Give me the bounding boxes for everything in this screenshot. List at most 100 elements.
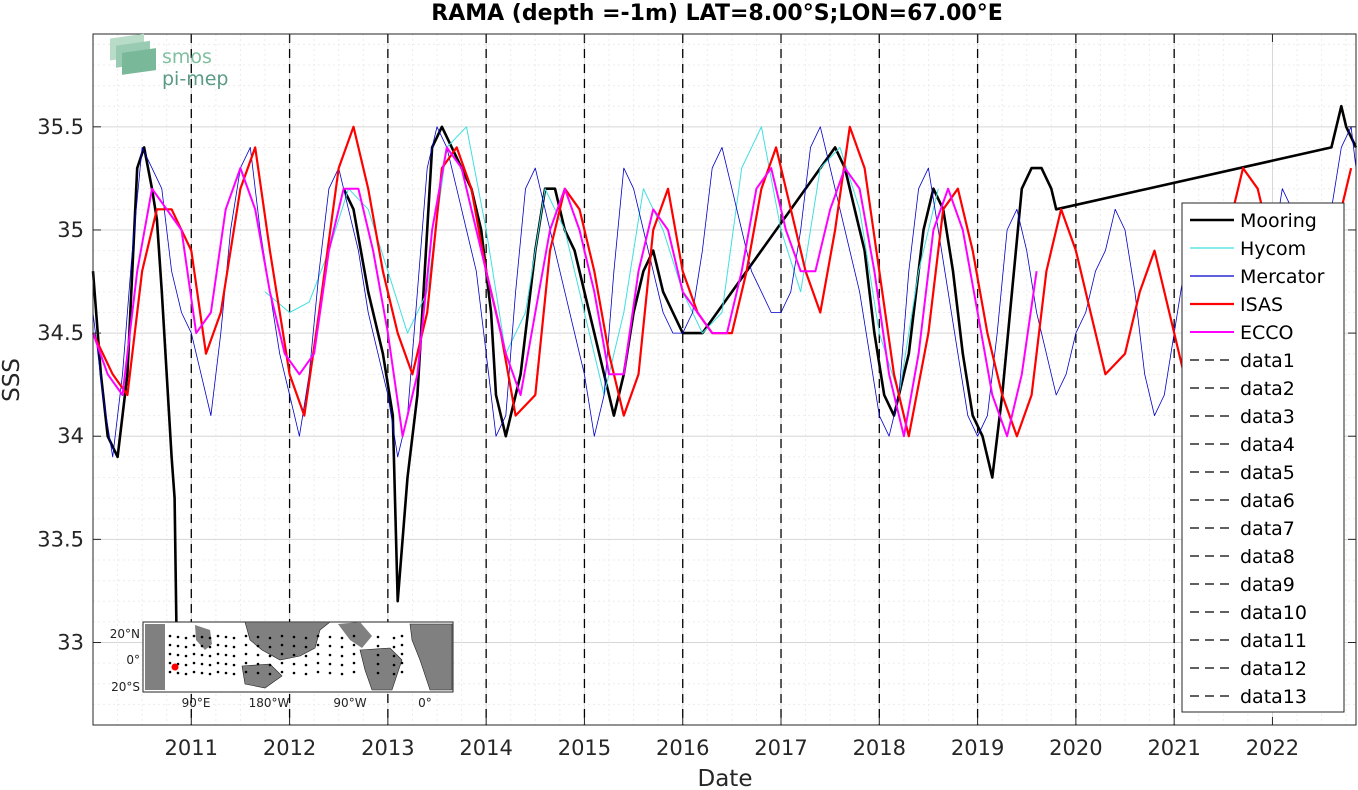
legend-label: data3 (1240, 406, 1295, 428)
legend-label: data11 (1240, 630, 1307, 652)
inset-dot (304, 654, 308, 658)
inset-dot (352, 661, 356, 665)
inset-dot (176, 644, 180, 648)
plot-frame (92, 33, 1357, 726)
inset-dot (292, 644, 296, 648)
inset-dot (292, 671, 296, 675)
legend-label: data10 (1240, 602, 1307, 624)
inset-map: 20°N 0° 20°S 90°E 180°W 90°W 0° (110, 621, 454, 710)
inset-dot (376, 644, 380, 648)
inset-dot (328, 662, 332, 666)
inset-dot (304, 672, 308, 676)
inset-x-tick-0: 0° (418, 696, 432, 710)
series-line-ecco (92, 146, 1038, 438)
inset-dot (232, 636, 236, 640)
series-line-mooring (91, 104, 1358, 633)
inset-dot (208, 663, 212, 667)
inset-dot (168, 661, 172, 665)
inset-dot (216, 634, 220, 638)
inset-dot (184, 663, 188, 667)
legend-label: Mooring (1240, 210, 1317, 232)
legend-label: data7 (1240, 518, 1295, 540)
inset-dot (352, 634, 356, 638)
inset-dot (268, 636, 272, 640)
chart-title: RAMA (depth =-1m) LAT=8.00°S;LON=67.00°E (431, 1, 1002, 26)
inset-dot (184, 654, 188, 658)
inset-dot (176, 671, 180, 675)
inset-dot (400, 661, 404, 665)
inset-dot (292, 662, 296, 666)
legend-label: ECCO (1240, 322, 1294, 344)
inset-dot (268, 654, 272, 658)
y-tick-label: 35 (57, 218, 84, 242)
inset-dot (168, 643, 172, 647)
inset-dot (268, 645, 272, 649)
inset-dot (292, 635, 296, 639)
inset-dot (244, 661, 248, 665)
y-axis: 33 33.5 34 34.5 35 35.5 (37, 115, 1356, 654)
inset-dot (232, 663, 236, 667)
inset-dot (400, 634, 404, 638)
x-tick-label: 2013 (361, 736, 414, 760)
x-tick-label: 2017 (754, 736, 807, 760)
inset-dot (192, 670, 196, 674)
inset-dot (316, 652, 320, 656)
y-tick-label: 35.5 (37, 115, 84, 139)
inset-dot (328, 644, 332, 648)
x-axis: 2011 2012 2013 2014 2015 2016 2017 2018 2019 2020… (165, 34, 1299, 760)
inset-dot (340, 663, 344, 667)
inset-dot (176, 653, 180, 657)
legend-label: data12 (1240, 658, 1307, 680)
x-tick-label: 2014 (459, 736, 512, 760)
inset-dot (376, 662, 380, 666)
inset-dot (400, 643, 404, 647)
inset-dot (216, 661, 220, 665)
logo-text-line2: pi-mep (162, 68, 228, 90)
inset-dot (224, 644, 228, 648)
inset-dot (184, 672, 188, 676)
inset-dot (352, 670, 356, 674)
inset-dot (168, 634, 172, 638)
inset-dot (340, 636, 344, 640)
inset-dot (256, 635, 260, 639)
inset-dot (316, 634, 320, 638)
inset-dot (232, 645, 236, 649)
inset-dot (280, 661, 284, 665)
inset-dot (268, 663, 272, 667)
inset-mooring-dots (168, 634, 404, 676)
smos-pimep-logo: smos pi-mep (110, 33, 228, 90)
inset-dot (224, 653, 228, 657)
inset-dot (304, 645, 308, 649)
inset-dot (316, 670, 320, 674)
inset-dot (224, 671, 228, 675)
inset-dot (256, 644, 260, 648)
inset-dot (200, 635, 204, 639)
inset-dot (392, 636, 396, 640)
series-line-hycom (264, 126, 939, 396)
inset-dot (256, 653, 260, 657)
y-tick-label: 34 (57, 424, 84, 448)
inset-dot (340, 672, 344, 676)
x-tick-label: 2015 (558, 736, 611, 760)
series-line-isas (92, 125, 1353, 438)
inset-dot (304, 636, 308, 640)
inset-dot (392, 645, 396, 649)
legend-label: data2 (1240, 378, 1295, 400)
inset-dot (316, 661, 320, 665)
legend-label: data1 (1240, 350, 1295, 372)
y-axis-label: SSS (0, 358, 25, 402)
inset-dot (200, 671, 204, 675)
inset-dot (200, 662, 204, 666)
inset-dot (280, 652, 284, 656)
inset-dot (392, 663, 396, 667)
inset-dot (184, 645, 188, 649)
inset-dot (184, 636, 188, 640)
y-tick-label: 33 (57, 630, 84, 654)
legend: Mooring Hycom Mercator ISAS ECCO data1 data2 da… (1181, 202, 1345, 713)
x-tick-label: 2018 (853, 736, 906, 760)
inset-dot (292, 653, 296, 657)
inset-dot (192, 643, 196, 647)
inset-dot (232, 654, 236, 658)
legend-box (1181, 202, 1345, 713)
inset-dot (256, 662, 260, 666)
